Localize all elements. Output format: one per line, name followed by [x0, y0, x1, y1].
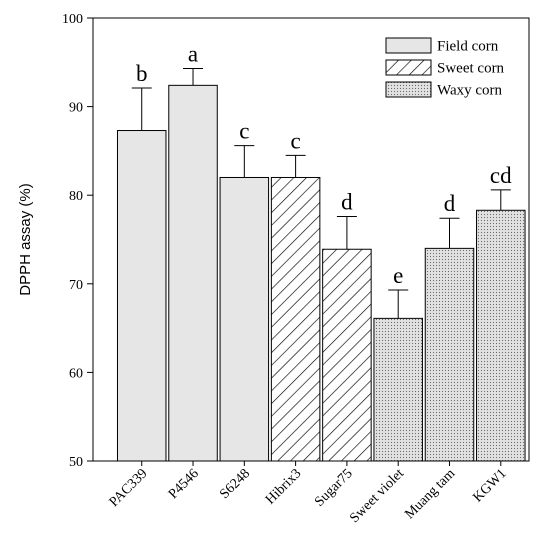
- bar-s6248: [219, 176, 270, 462]
- y-tick-label: 60: [69, 366, 83, 381]
- significance-letter: cd: [490, 163, 512, 188]
- y-tick-label: 70: [69, 278, 83, 293]
- significance-letter: b: [136, 61, 148, 86]
- significance-letter: c: [291, 128, 301, 153]
- x-tick-label: PAC339: [107, 466, 151, 510]
- plot-frame: [92, 17, 530, 462]
- significance-letter: e: [393, 263, 403, 288]
- significance-letter: c: [239, 119, 249, 144]
- bar-hibrix3: [270, 176, 321, 462]
- x-tick-label: Sugar75: [312, 466, 356, 510]
- significance-letter: d: [444, 191, 456, 216]
- bar-kgw1: [476, 209, 526, 462]
- x-tick-label: P4546: [166, 466, 202, 502]
- legend-label: Field corn: [437, 39, 499, 55]
- x-tick-label: Muang tam: [402, 466, 458, 522]
- significance-letter: a: [188, 42, 198, 67]
- y-tick-label: 90: [69, 101, 83, 116]
- legend-swatch: [385, 59, 432, 76]
- legend-label: Sweet corn: [437, 61, 505, 77]
- legend-label: Waxy corn: [437, 83, 503, 99]
- bar-pac339: [116, 130, 167, 462]
- legend: Field corn Sweet corn Waxy corn: [385, 37, 505, 99]
- x-tick-label: KGW1: [470, 466, 509, 505]
- y-tick-label: 50: [69, 455, 83, 470]
- legend-swatch: [385, 81, 432, 98]
- significance-letter: d: [341, 189, 353, 214]
- x-tick-label: S6248: [217, 466, 253, 502]
- bar-muang-tam: [424, 247, 475, 462]
- bar-sweet-violet: [373, 317, 423, 462]
- x-tick-label: Hibrix3: [263, 466, 304, 507]
- legend-swatch: [385, 37, 432, 54]
- x-tick-label: Sweet violet: [347, 466, 407, 526]
- y-axis-label: DPPH assay (%): [17, 183, 34, 296]
- y-tick-label: 100: [62, 12, 83, 27]
- y-tick-label: 80: [69, 189, 83, 204]
- bar-sugar75: [322, 248, 372, 462]
- bar-p4546: [168, 84, 218, 462]
